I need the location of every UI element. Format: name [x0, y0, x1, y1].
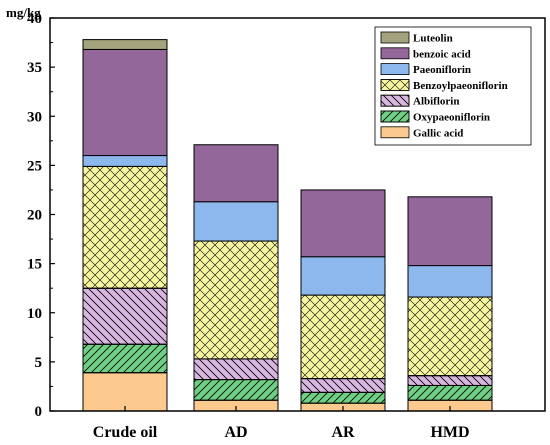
legend-label: Luteolin: [413, 33, 453, 45]
x-category-label: HMD: [430, 424, 469, 441]
legend-label: Gallic acid: [413, 127, 463, 139]
bar-hatch-4-3: [407, 375, 493, 386]
legend-swatch-hatch: [380, 79, 410, 91]
bar-segment-2-6: [193, 144, 279, 203]
bar-segment-1-7: [82, 39, 168, 50]
legend-label: Benzoylpaeoniflorin: [413, 80, 508, 92]
y-tick-label: 40: [27, 11, 42, 27]
legend-items: Luteolin benzoic acid Paeoniflorin Benzoylp…: [380, 31, 508, 139]
bars-layer: [82, 39, 493, 412]
x-category-label: AR: [331, 424, 355, 441]
legend-label: Paeoniflorin: [413, 64, 471, 76]
bar-segment-1-1: [82, 372, 168, 412]
bar-hatch-2-3: [193, 358, 279, 381]
bar-hatch-2-2: [193, 379, 279, 401]
y-tick-label: 25: [27, 158, 42, 174]
y-tick-label: 30: [27, 109, 42, 125]
x-category-label: AD: [224, 424, 247, 441]
bar-segment-1-6: [82, 48, 168, 157]
y-tick-label: 10: [27, 306, 42, 322]
bar-segment-4-5: [407, 265, 493, 298]
bar-hatch-2-4: [193, 240, 279, 360]
legend-swatch-hatch: [380, 110, 410, 123]
legend-swatch: [380, 47, 410, 60]
y-tick-label: 0: [35, 404, 43, 420]
bar-hatch-1-2: [82, 343, 168, 374]
y-tick-label: 35: [27, 60, 42, 76]
bar-segment-3-6: [300, 189, 386, 258]
legend-label: Oxypaeoniflorin: [413, 112, 490, 124]
bar-hatch-3-4: [300, 294, 386, 380]
legend-label: benzoic acid: [413, 48, 471, 60]
legend-label: Albiflorin: [413, 96, 459, 108]
bar-hatch-1-4: [82, 165, 168, 289]
bar-hatch-3-2: [300, 391, 386, 404]
y-tick-label: 15: [27, 257, 42, 273]
legend-swatch-hatch: [380, 94, 410, 107]
bar-segment-4-6: [407, 196, 493, 267]
y-tick-label: 5: [35, 355, 43, 371]
axis-layer: 0 5 10 15 20 25 30 35 40 Crude oil AD AR HMD: [27, 11, 546, 441]
bar-hatch-3-3: [300, 378, 386, 393]
y-unit-label: mg/kg: [6, 5, 41, 20]
bar-hatch-1-3: [82, 287, 168, 345]
legend: Luteolin benzoic acid Paeoniflorin Benzoylp…: [374, 26, 532, 146]
bar-hatch-4-2: [407, 384, 493, 401]
x-category-label: Crude oil: [93, 424, 158, 441]
bar-segment-1-5: [82, 155, 168, 167]
bar-hatch-4-4: [407, 296, 493, 377]
legend-swatch: [380, 63, 410, 75]
bar-segment-2-5: [193, 201, 279, 242]
y-tick-label: 20: [27, 208, 42, 224]
legend-swatch: [380, 31, 410, 44]
bar-segment-3-5: [300, 256, 386, 296]
legend-swatch: [380, 126, 410, 139]
